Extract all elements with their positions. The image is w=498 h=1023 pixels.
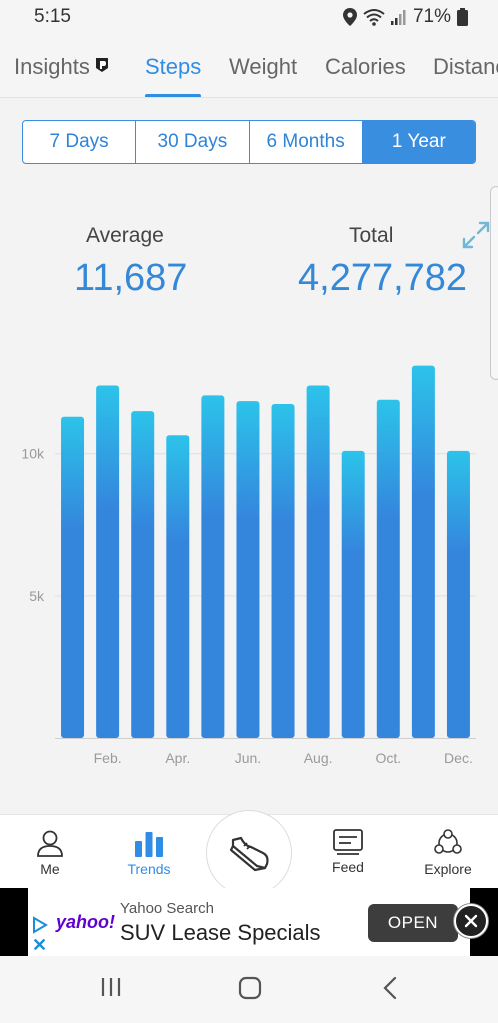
metric-tabs: Insights Steps Weight Calories Distance	[0, 34, 498, 98]
chart-bar-aug[interactable]	[306, 385, 330, 738]
ad-open-button[interactable]: OPEN	[368, 904, 458, 942]
x-tick-label: Jun.	[235, 750, 261, 766]
x-tick-label: Dec.	[444, 750, 473, 766]
person-icon	[37, 830, 63, 857]
tab-distance[interactable]: Distance	[433, 54, 498, 79]
x-tick-label: Apr.	[165, 750, 190, 766]
period-selector: 7 Days 30 Days 6 Months 1 Year	[22, 120, 476, 164]
nav-feed[interactable]: Feed	[303, 815, 393, 889]
nav-me[interactable]: Me	[5, 815, 95, 889]
sneaker-icon	[229, 836, 269, 872]
signal-icon	[390, 10, 406, 25]
tab-steps[interactable]: Steps	[145, 54, 202, 79]
recent-apps-icon[interactable]	[100, 976, 122, 998]
tab-insights-label: Insights	[14, 54, 90, 79]
y-tick-label: 10k	[21, 446, 45, 462]
battery-icon	[457, 8, 468, 26]
nav-trends[interactable]: Trends	[104, 815, 194, 889]
close-icon	[464, 914, 478, 928]
tab-calories[interactable]: Calories	[325, 54, 406, 79]
record-activity-button[interactable]	[206, 810, 292, 896]
period-6-months-button[interactable]: 6 Months	[250, 121, 363, 163]
ad-banner[interactable]: ✕ yahoo! Yahoo Search SUV Lease Specials…	[0, 888, 498, 956]
home-icon[interactable]	[238, 976, 262, 1000]
ad-dismiss-icon[interactable]: ✕	[32, 935, 48, 955]
location-icon	[342, 8, 357, 26]
y-tick-label: 5k	[29, 588, 45, 604]
chart-bar-oct[interactable]	[376, 399, 400, 738]
x-tick-label: Oct.	[375, 750, 401, 766]
status-time: 5:15	[34, 6, 71, 27]
feed-icon	[333, 829, 363, 855]
x-tick-label: Feb.	[94, 750, 122, 766]
chart-bar-nov[interactable]	[411, 365, 435, 738]
period-7-days-button[interactable]: 7 Days	[23, 121, 137, 163]
x-tick-label: Aug.	[304, 750, 333, 766]
chart-bar-apr[interactable]	[166, 435, 190, 738]
explore-icon	[434, 829, 462, 854]
ad-logo: yahoo!	[56, 912, 116, 932]
chart-bar-mar[interactable]	[131, 411, 155, 738]
bar-chart-icon	[135, 832, 163, 857]
ad-choices-icon[interactable]	[32, 916, 48, 934]
expand-icon[interactable]	[461, 220, 491, 250]
period-1-year-button[interactable]: 1 Year	[362, 121, 475, 163]
nav-trends-label: Trends	[127, 861, 171, 877]
battery-percent: 71%	[412, 6, 451, 27]
total-value: 4,277,782	[298, 257, 468, 299]
chart-bar-jan[interactable]	[61, 416, 85, 738]
chart-bar-jul[interactable]	[271, 403, 295, 738]
ad-source: Yahoo Search	[120, 900, 214, 917]
nav-me-label: Me	[40, 861, 60, 877]
premium-badge-icon	[95, 58, 108, 72]
tab-weight[interactable]: Weight	[229, 54, 298, 79]
period-30-days-button[interactable]: 30 Days	[136, 121, 250, 163]
active-tab-indicator	[145, 94, 201, 97]
nav-explore-label: Explore	[424, 861, 472, 877]
chart-bar-jun[interactable]	[236, 401, 260, 738]
system-nav-bar	[0, 956, 498, 1023]
status-bar: 5:15 71%	[0, 0, 498, 34]
nav-feed-label: Feed	[332, 859, 364, 875]
ad-title[interactable]: SUV Lease Specials	[120, 920, 321, 945]
nav-explore[interactable]: Explore	[403, 815, 493, 889]
side-panel-handle[interactable]	[490, 186, 498, 380]
back-icon[interactable]	[380, 976, 400, 1000]
steps-bar-chart: 10k 5k Feb. Apr. Jun. Aug. Oct. Dec.	[21, 365, 476, 766]
average-label: Average	[86, 224, 164, 247]
chart-bar-dec[interactable]	[446, 450, 470, 738]
tab-insights[interactable]: Insights	[14, 54, 110, 80]
status-icons: 71%	[342, 6, 468, 28]
chart-bar-may[interactable]	[201, 395, 225, 738]
ad-left-bar	[0, 888, 28, 956]
ad-close-button[interactable]	[454, 904, 488, 938]
chart-bar-sep[interactable]	[341, 450, 365, 738]
wifi-icon	[363, 9, 385, 26]
total-label: Total	[349, 224, 394, 247]
chart-bar-feb[interactable]	[96, 385, 120, 738]
average-value: 11,687	[74, 257, 188, 299]
